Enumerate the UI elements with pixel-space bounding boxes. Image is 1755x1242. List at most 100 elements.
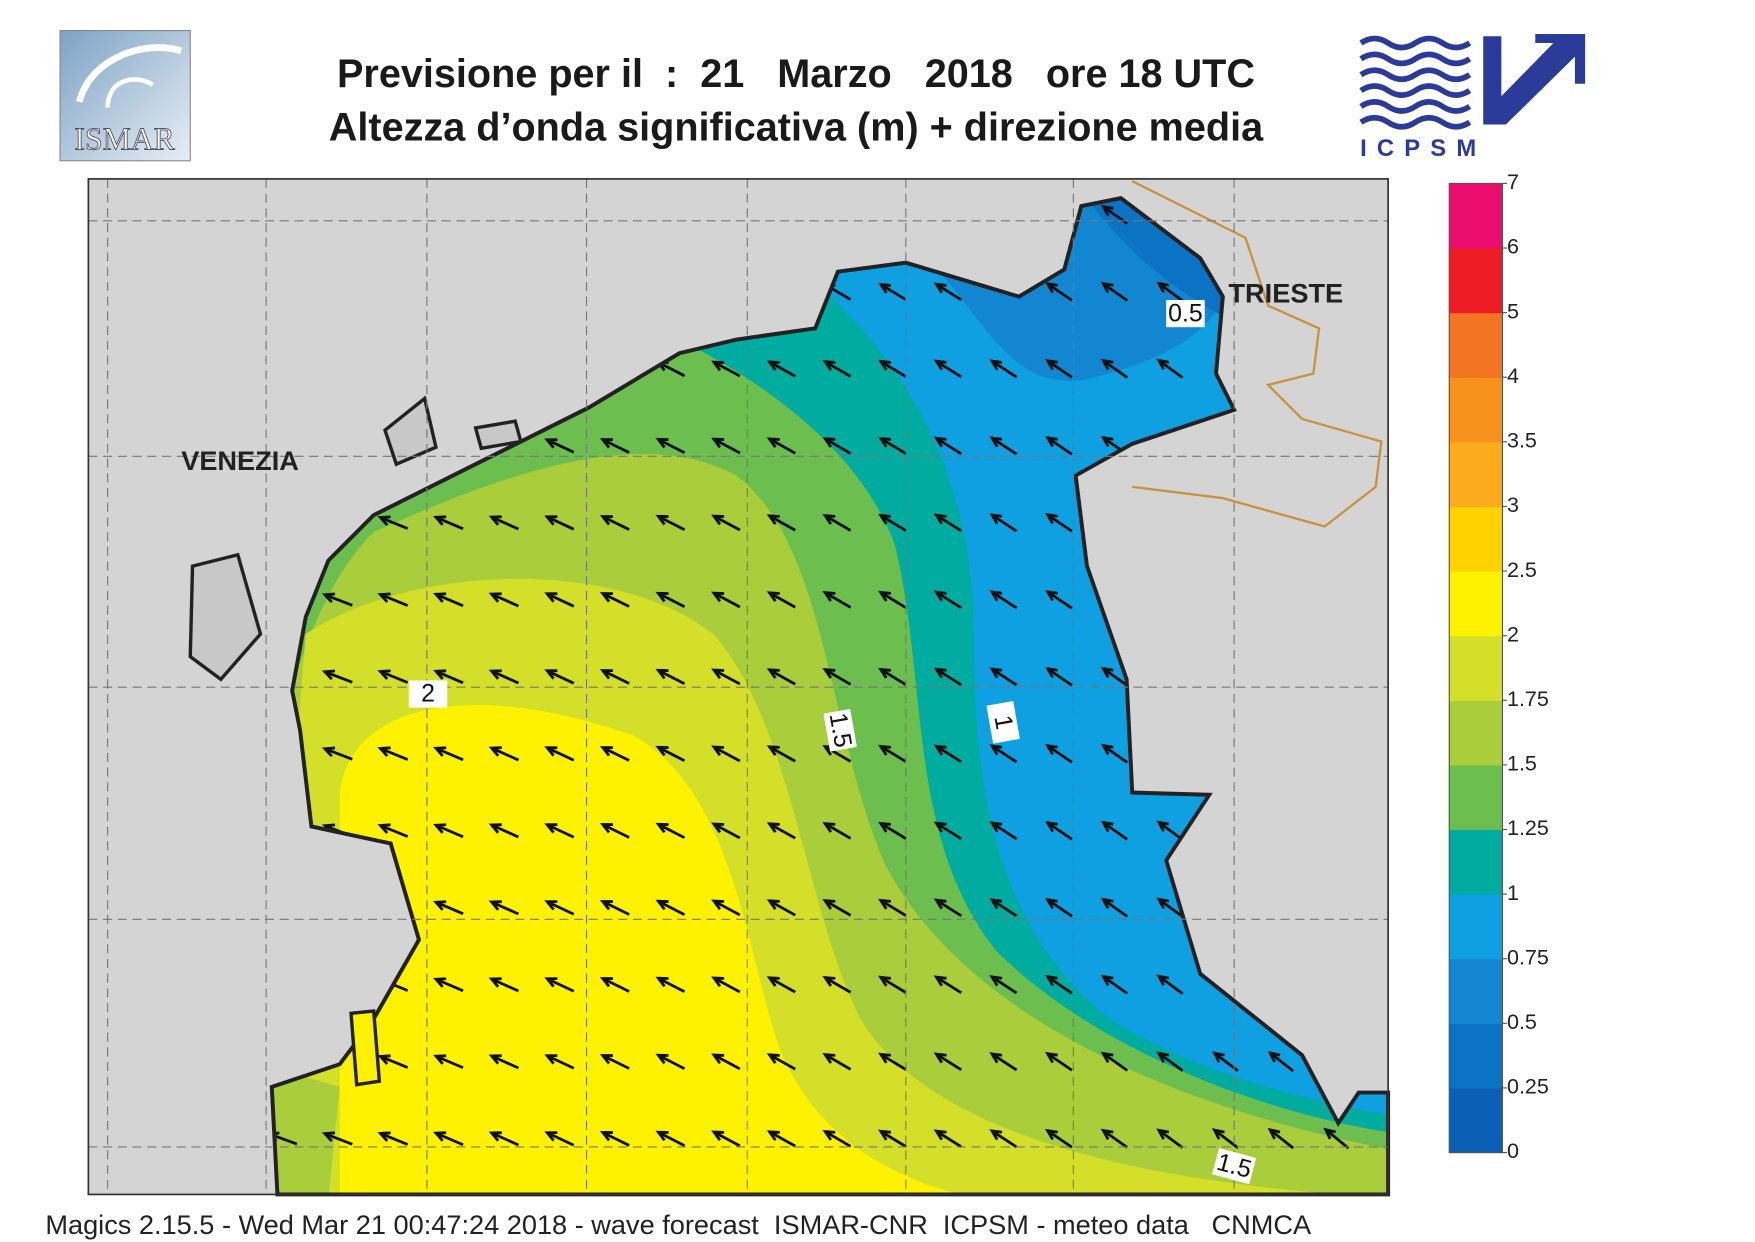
- wave-arrow: [1156, 1051, 1184, 1072]
- wave-arrow: [711, 591, 741, 609]
- wave-arrow: [1156, 897, 1184, 918]
- wave-arrow: [877, 744, 907, 763]
- contour-label: 1: [986, 701, 1020, 744]
- wave-arrow: [877, 975, 907, 994]
- wave-arrow: [711, 976, 741, 994]
- wave-arrow: [655, 668, 686, 686]
- wave-arrow: [989, 590, 1018, 610]
- wave-arrow: [544, 1054, 575, 1070]
- wave-arrow: [377, 1054, 409, 1069]
- colorbar-tick-label: 3: [1507, 493, 1519, 517]
- colorbar-swatch: [1449, 248, 1503, 314]
- wave-arrow: [544, 592, 575, 608]
- wave-arrow: [488, 746, 520, 762]
- wave-arrow: [711, 899, 741, 917]
- colorbar-swatch: [1449, 829, 1503, 895]
- wave-arrow: [933, 821, 963, 841]
- wave-arrow: [599, 900, 630, 916]
- place-label: TRIESTE: [1228, 277, 1343, 308]
- wave-arrow: [933, 513, 963, 533]
- wave-arrow: [1044, 743, 1073, 764]
- colorbar-tick-label: 6: [1507, 235, 1519, 259]
- wave-arrow: [1100, 743, 1129, 764]
- contour-label: 1.5: [1212, 1148, 1257, 1185]
- wave-arrow: [1044, 974, 1073, 995]
- wave-arrow: [655, 976, 686, 993]
- wave-arrow: [1044, 897, 1073, 918]
- logo-icpsm-text: ICPSM: [1360, 135, 1486, 162]
- colorbar-tick-label: 3.5: [1507, 429, 1537, 453]
- wave-arrow: [544, 900, 575, 916]
- wave-arrow: [933, 667, 963, 687]
- wave-arrow: [377, 592, 409, 607]
- wave-arrow: [599, 438, 630, 454]
- contour-label-text: 2: [421, 680, 435, 708]
- wave-arrow: [989, 975, 1018, 995]
- wave-arrow: [822, 514, 852, 532]
- colorbar-swatch: [1449, 1023, 1503, 1089]
- wave-arrow: [877, 282, 907, 301]
- wave-arrow: [711, 437, 741, 455]
- wave-arrow: [1044, 589, 1073, 610]
- wave-arrow: [933, 282, 963, 302]
- wave-arrow: [822, 898, 852, 917]
- wave-arrow: [488, 1054, 520, 1070]
- colorbar-tick-label: 1: [1507, 881, 1519, 905]
- colorbar-swatch: [1449, 764, 1503, 831]
- wave-arrow: [544, 823, 575, 839]
- wave-arrow: [766, 514, 796, 532]
- wave-arrow: [877, 436, 907, 455]
- wave-arrow: [1156, 974, 1184, 995]
- colorbar-swatch: [1449, 377, 1503, 443]
- wave-arrow: [655, 822, 686, 839]
- colorbar-swatch: [1449, 1087, 1503, 1154]
- wave-arrow: [1156, 358, 1184, 379]
- wave-arrow: [711, 1130, 741, 1148]
- colorbar-tick-label: 1.25: [1507, 816, 1549, 840]
- colorbar-frame: [1448, 182, 1504, 1154]
- wave-arrow: [655, 514, 686, 532]
- wave-arrow: [377, 746, 409, 761]
- wave-arrow: [877, 667, 907, 686]
- wave-arrow: [877, 898, 907, 917]
- wave-arrow: [433, 1131, 464, 1147]
- wave-arrow: [989, 359, 1018, 379]
- colorbar-tick-label: 0: [1507, 1139, 1519, 1163]
- wave-arrow: [766, 360, 796, 378]
- islands: [188, 395, 524, 1087]
- map-frame: [87, 178, 1389, 1196]
- colorbar-tick-label: 1.75: [1507, 687, 1549, 711]
- colorbar-tick-label: 7: [1507, 170, 1519, 194]
- wave-arrow: [655, 899, 686, 916]
- wave-arrow: [1044, 281, 1073, 302]
- wave-arrow: [655, 1053, 686, 1070]
- wave-arrow: [822, 591, 852, 609]
- colorbar: 0 0.25 0.5 0.75 1 1.25 1.5 1.75 2 2.5 3 3.5 4 5 6 7: [1448, 170, 1549, 1163]
- contour-label: 0.5: [1166, 299, 1205, 328]
- wave-arrow: [766, 976, 796, 994]
- wave-arrow: [1044, 1051, 1073, 1072]
- wave-arrow: [766, 822, 796, 840]
- colorbar-tick-label: 4: [1507, 364, 1519, 388]
- wave-arrow: [1156, 820, 1184, 841]
- wave-arrow: [933, 359, 963, 379]
- wave-arrow: [433, 515, 464, 531]
- border: [1131, 180, 1383, 528]
- wave-arrow: [488, 977, 520, 993]
- wave-arrow: [321, 669, 353, 684]
- wave-arrow: [599, 592, 630, 608]
- colorbar-tick-label: 0.5: [1507, 1010, 1537, 1034]
- wave-arrow: [877, 513, 907, 532]
- wave-arrow: [822, 1052, 852, 1071]
- colorbar-swatch: [1449, 312, 1503, 378]
- logo-ismar: ISMAR: [59, 30, 191, 162]
- wave-arrow: [766, 899, 796, 917]
- colorbar-tick-label: 5: [1507, 299, 1519, 323]
- wave-arrow: [711, 514, 741, 532]
- wave-arrow: [1044, 435, 1073, 456]
- colorbar-tick-label: 0.75: [1507, 945, 1549, 969]
- contour-label-box: [1166, 300, 1205, 328]
- wave-arrow: [377, 1131, 409, 1146]
